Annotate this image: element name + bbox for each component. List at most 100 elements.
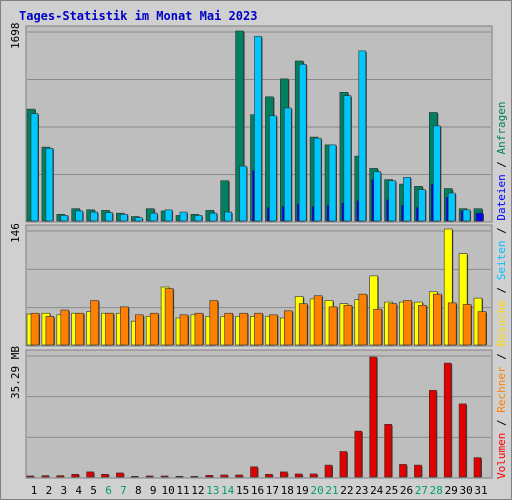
bar-seiten bbox=[448, 193, 455, 221]
bar-volumen bbox=[295, 474, 302, 477]
x-tick-label: 3 bbox=[60, 484, 67, 497]
bar-volumen bbox=[116, 473, 123, 477]
bar-rechner bbox=[210, 301, 218, 345]
series-legend: Volumen / Rechner / Besuche / Seiten / D… bbox=[495, 101, 508, 479]
x-tick-label: 16 bbox=[251, 484, 264, 497]
bar-rechner bbox=[91, 301, 99, 345]
bar-volumen bbox=[206, 475, 213, 477]
bar-rechner bbox=[344, 305, 352, 345]
bar-rechner bbox=[314, 296, 322, 345]
bar-seiten bbox=[463, 210, 470, 221]
bar-rechner bbox=[225, 313, 233, 345]
requests-max-label: 1698 bbox=[9, 23, 22, 50]
volume-max-label: 35.29 MB bbox=[9, 346, 22, 399]
bar-volumen bbox=[191, 476, 198, 477]
bar-volumen bbox=[251, 467, 258, 477]
x-tick-label: 24 bbox=[370, 484, 384, 497]
bar-volumen bbox=[72, 474, 79, 477]
bar-volumen bbox=[385, 424, 392, 477]
bar-seiten bbox=[374, 172, 381, 221]
x-tick-label: 5 bbox=[90, 484, 97, 497]
bar-volumen bbox=[236, 475, 243, 477]
bar-volumen bbox=[176, 476, 183, 477]
legend-item: Anfragen bbox=[495, 101, 508, 154]
bar-seiten bbox=[284, 108, 291, 221]
bar-seiten bbox=[120, 214, 127, 221]
bar-rechner bbox=[374, 309, 382, 345]
bar-rechner bbox=[150, 313, 158, 345]
bar-seiten bbox=[135, 218, 142, 221]
legend-item: Dateien bbox=[495, 174, 508, 220]
bar-volumen bbox=[474, 458, 481, 477]
bar-volumen bbox=[310, 474, 317, 477]
bar-seiten bbox=[404, 177, 411, 221]
bar-rechner bbox=[165, 289, 173, 345]
x-tick-label: 29 bbox=[445, 484, 458, 497]
bar-volumen bbox=[370, 357, 377, 477]
bar-volumen bbox=[414, 465, 421, 477]
legend-item: / bbox=[495, 280, 508, 300]
bar-volumen bbox=[161, 476, 168, 477]
bar-volumen bbox=[340, 451, 347, 477]
bar-seiten bbox=[195, 215, 202, 221]
bar-rechner bbox=[106, 313, 114, 345]
bar-volumen bbox=[87, 472, 94, 477]
bar-seiten bbox=[31, 114, 38, 221]
legend-item: / bbox=[495, 413, 508, 433]
bar-rechner bbox=[31, 313, 39, 345]
bar-volumen bbox=[355, 431, 362, 477]
x-tick-label: 4 bbox=[75, 484, 82, 497]
legend-item: / bbox=[495, 347, 508, 367]
x-tick-label: 23 bbox=[355, 484, 368, 497]
x-tick-label: 12 bbox=[191, 484, 204, 497]
bar-volumen bbox=[325, 465, 332, 477]
legend-item: Rechner bbox=[495, 366, 508, 413]
bar-seiten bbox=[240, 166, 247, 221]
x-tick-label: 31 bbox=[474, 484, 487, 497]
x-tick-label: 20 bbox=[310, 484, 323, 497]
bar-seiten bbox=[299, 64, 306, 221]
bar-volumen bbox=[131, 476, 138, 477]
bar-seiten bbox=[329, 145, 336, 221]
bar-rechner bbox=[120, 307, 128, 345]
bar-dateien bbox=[476, 213, 483, 221]
legend-item: Besuche bbox=[495, 300, 508, 346]
legend-item: / bbox=[495, 221, 508, 241]
legend-item: Seiten bbox=[495, 241, 508, 281]
bar-rechner bbox=[478, 312, 486, 345]
bar-seiten bbox=[180, 212, 187, 221]
bar-seiten bbox=[433, 126, 440, 221]
x-tick-label: 9 bbox=[150, 484, 157, 497]
bar-rechner bbox=[329, 307, 337, 345]
bar-seiten bbox=[165, 210, 172, 221]
bar-volumen bbox=[459, 404, 466, 477]
bar-rechner bbox=[61, 310, 69, 345]
bar-seiten bbox=[91, 212, 98, 221]
panel-volume bbox=[26, 350, 492, 478]
bar-volumen bbox=[42, 476, 49, 477]
x-tick-label: 17 bbox=[266, 484, 279, 497]
bar-rechner bbox=[255, 313, 263, 345]
x-tick-label: 28 bbox=[430, 484, 443, 497]
x-tick-label: 22 bbox=[340, 484, 353, 497]
chart-title: Tages-Statistik im Monat Mai 2023 bbox=[19, 9, 257, 23]
bar-seiten bbox=[344, 96, 351, 221]
bar-seiten bbox=[61, 215, 68, 221]
bar-volumen bbox=[265, 474, 272, 477]
bar-seiten bbox=[389, 181, 396, 221]
bar-seiten bbox=[359, 51, 366, 221]
x-tick-label: 7 bbox=[120, 484, 127, 497]
bar-seiten bbox=[314, 138, 321, 221]
bar-rechner bbox=[299, 304, 307, 345]
x-tick-label: 1 bbox=[31, 484, 38, 497]
bar-rechner bbox=[76, 313, 84, 345]
bar-seiten bbox=[210, 213, 217, 221]
bar-volumen bbox=[102, 474, 109, 477]
bar-seiten bbox=[269, 116, 276, 221]
x-tick-label: 18 bbox=[281, 484, 294, 497]
x-tick-label: 19 bbox=[296, 484, 309, 497]
bar-rechner bbox=[448, 303, 456, 345]
bar-rechner bbox=[404, 301, 412, 345]
